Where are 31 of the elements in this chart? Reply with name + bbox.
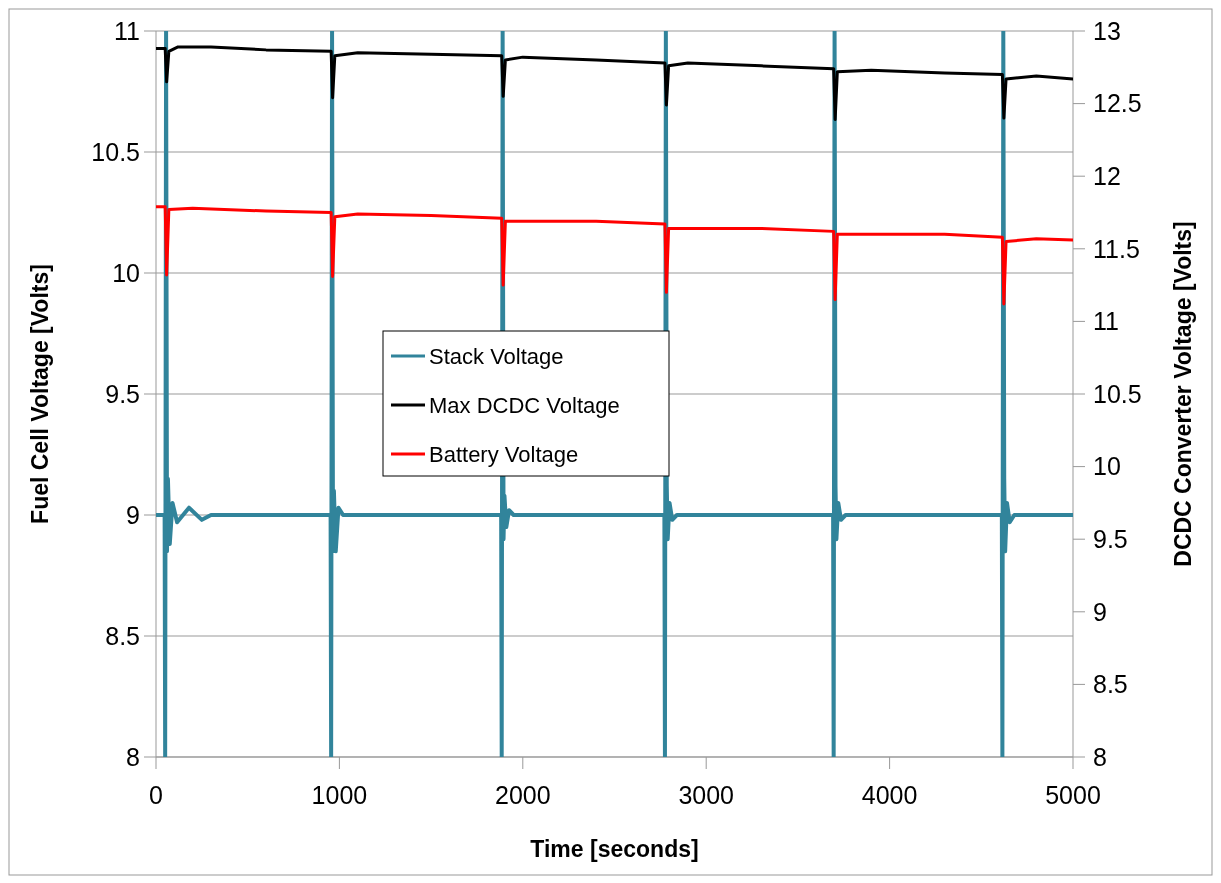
y-tick-label: 10.5 xyxy=(91,137,140,166)
y-tick-label: 8 xyxy=(126,742,140,771)
line-series xyxy=(156,45,1073,122)
x-tick-label: 2000 xyxy=(494,781,551,809)
x-tick-label: 0 xyxy=(149,781,163,809)
y2-tick-label: 8.5 xyxy=(1093,670,1128,699)
legend-label: Battery Voltage xyxy=(429,441,579,467)
y2-tick-label: 11.5 xyxy=(1093,234,1140,263)
y2-tick-label: 8 xyxy=(1093,742,1107,771)
x-tick-label: 5000 xyxy=(1045,781,1101,809)
y2-axis-title: DCDC Converter Voltage [Volts] xyxy=(1170,221,1196,567)
y2-tick-label: 13 xyxy=(1093,16,1121,45)
y2-tick-label: 9 xyxy=(1093,597,1107,626)
y-axis-title: Fuel Cell Voltage [Volts] xyxy=(27,264,53,524)
x-axis-title: Time [seconds] xyxy=(530,836,699,862)
y2-tick-label: 12.5 xyxy=(1093,89,1142,118)
y-tick-label: 8.5 xyxy=(105,621,140,650)
y-tick-label: 9 xyxy=(126,500,140,529)
y2-tick-label: 12 xyxy=(1093,161,1121,190)
y2-tick-label: 10.5 xyxy=(1093,379,1142,408)
x-tick-label: 3000 xyxy=(678,781,735,809)
y-tick-label: 11 xyxy=(114,16,140,45)
y-tick-label: 10 xyxy=(112,258,140,287)
x-tick-label: 4000 xyxy=(861,781,918,809)
y2-tick-label: 9.5 xyxy=(1093,524,1128,553)
y2-tick-label: 11 xyxy=(1093,307,1119,336)
legend-label: Stack Voltage xyxy=(429,343,564,369)
y2-tick-label: 10 xyxy=(1093,452,1121,481)
y-tick-label: 9.5 xyxy=(105,379,140,408)
legend-label: Max DCDC Voltage xyxy=(429,392,620,418)
x-tick-label: 1000 xyxy=(311,781,368,809)
